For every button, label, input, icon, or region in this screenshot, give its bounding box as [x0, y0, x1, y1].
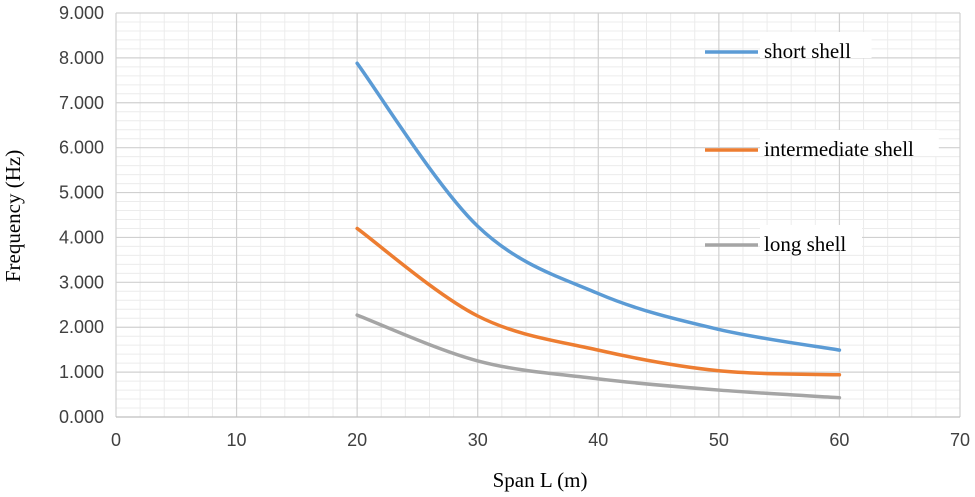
y-tick-label: 0.000 [59, 407, 104, 427]
legend: short shell intermediate shell long shell [705, 32, 939, 256]
major-gridlines [116, 13, 960, 417]
y-tick-label: 4.000 [59, 227, 104, 247]
y-axis-title: Frequency (Hz) [1, 150, 25, 282]
x-tick-label: 60 [829, 430, 849, 450]
y-tick-label: 6.000 [59, 138, 104, 158]
y-tick-label: 3.000 [59, 272, 104, 292]
y-tick-label: 9.000 [59, 3, 104, 23]
x-tick-label: 50 [709, 430, 729, 450]
y-tick-label: 7.000 [59, 93, 104, 113]
x-tick-label: 30 [468, 430, 488, 450]
x-tick-label: 20 [347, 430, 367, 450]
x-tick-label: 70 [950, 430, 970, 450]
legend-label-long-shell: long shell [764, 232, 846, 256]
y-tick-label: 5.000 [59, 183, 104, 203]
x-axis-title: Span L (m) [493, 468, 588, 492]
legend-label-short-shell: short shell [764, 39, 851, 63]
minor-gridlines [116, 13, 960, 417]
x-tick-label: 10 [227, 430, 247, 450]
x-tick-label: 0 [111, 430, 121, 450]
x-axis-ticks: 0 10 20 30 40 50 60 70 [111, 430, 970, 450]
y-tick-label: 8.000 [59, 48, 104, 68]
legend-label-intermediate-shell: intermediate shell [764, 137, 914, 161]
y-tick-label: 1.000 [59, 362, 104, 382]
y-tick-label: 2.000 [59, 317, 104, 337]
x-tick-label: 40 [588, 430, 608, 450]
y-axis-ticks: 0.000 1.000 2.000 3.000 4.000 5.000 6.000 7.000… [59, 3, 104, 427]
